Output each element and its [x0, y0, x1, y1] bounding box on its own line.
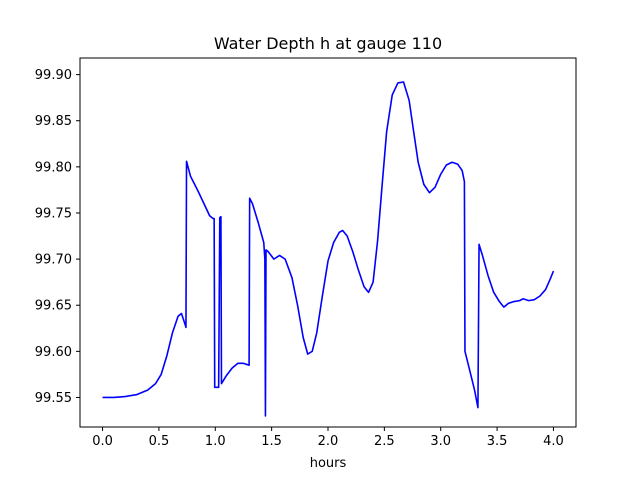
plot-series-layer: [102, 81, 555, 417]
series-line-0: [102, 81, 555, 417]
x-tick-label: 4.0: [543, 434, 564, 449]
axes-frame: [79, 57, 577, 428]
x-tick-label: 0.0: [92, 434, 113, 449]
y-tick-label: 99.65: [35, 299, 72, 314]
x-tick-label: 2.5: [374, 434, 395, 449]
chart-title: Water Depth h at gauge 110: [214, 34, 442, 53]
y-tick-label: 99.60: [35, 345, 72, 360]
y-tick-label: 99.90: [35, 68, 72, 83]
y-tick-label: 99.55: [35, 391, 72, 406]
x-tick-label: 3.5: [487, 434, 508, 449]
x-tick-label: 3.0: [430, 434, 451, 449]
y-tick-label: 99.85: [35, 114, 72, 129]
x-axis-label: hours: [310, 456, 347, 471]
x-tick-label: 1.0: [205, 434, 226, 449]
x-axis-ticks: 0.0 0.5 1.0 1.5 2.0 2.5 3.0 3.5 4.0: [92, 427, 564, 449]
x-tick-label: 2.0: [318, 434, 339, 449]
y-tick-label: 99.75: [35, 206, 72, 221]
x-tick-label: 1.5: [261, 434, 282, 449]
y-tick-label: 99.80: [35, 160, 72, 175]
x-tick-label: 0.5: [149, 434, 170, 449]
y-axis-ticks: 99.55 99.60 99.65 99.70 99.75 99.80 99.85 99.90: [35, 68, 80, 406]
y-tick-label: 99.70: [35, 253, 72, 268]
